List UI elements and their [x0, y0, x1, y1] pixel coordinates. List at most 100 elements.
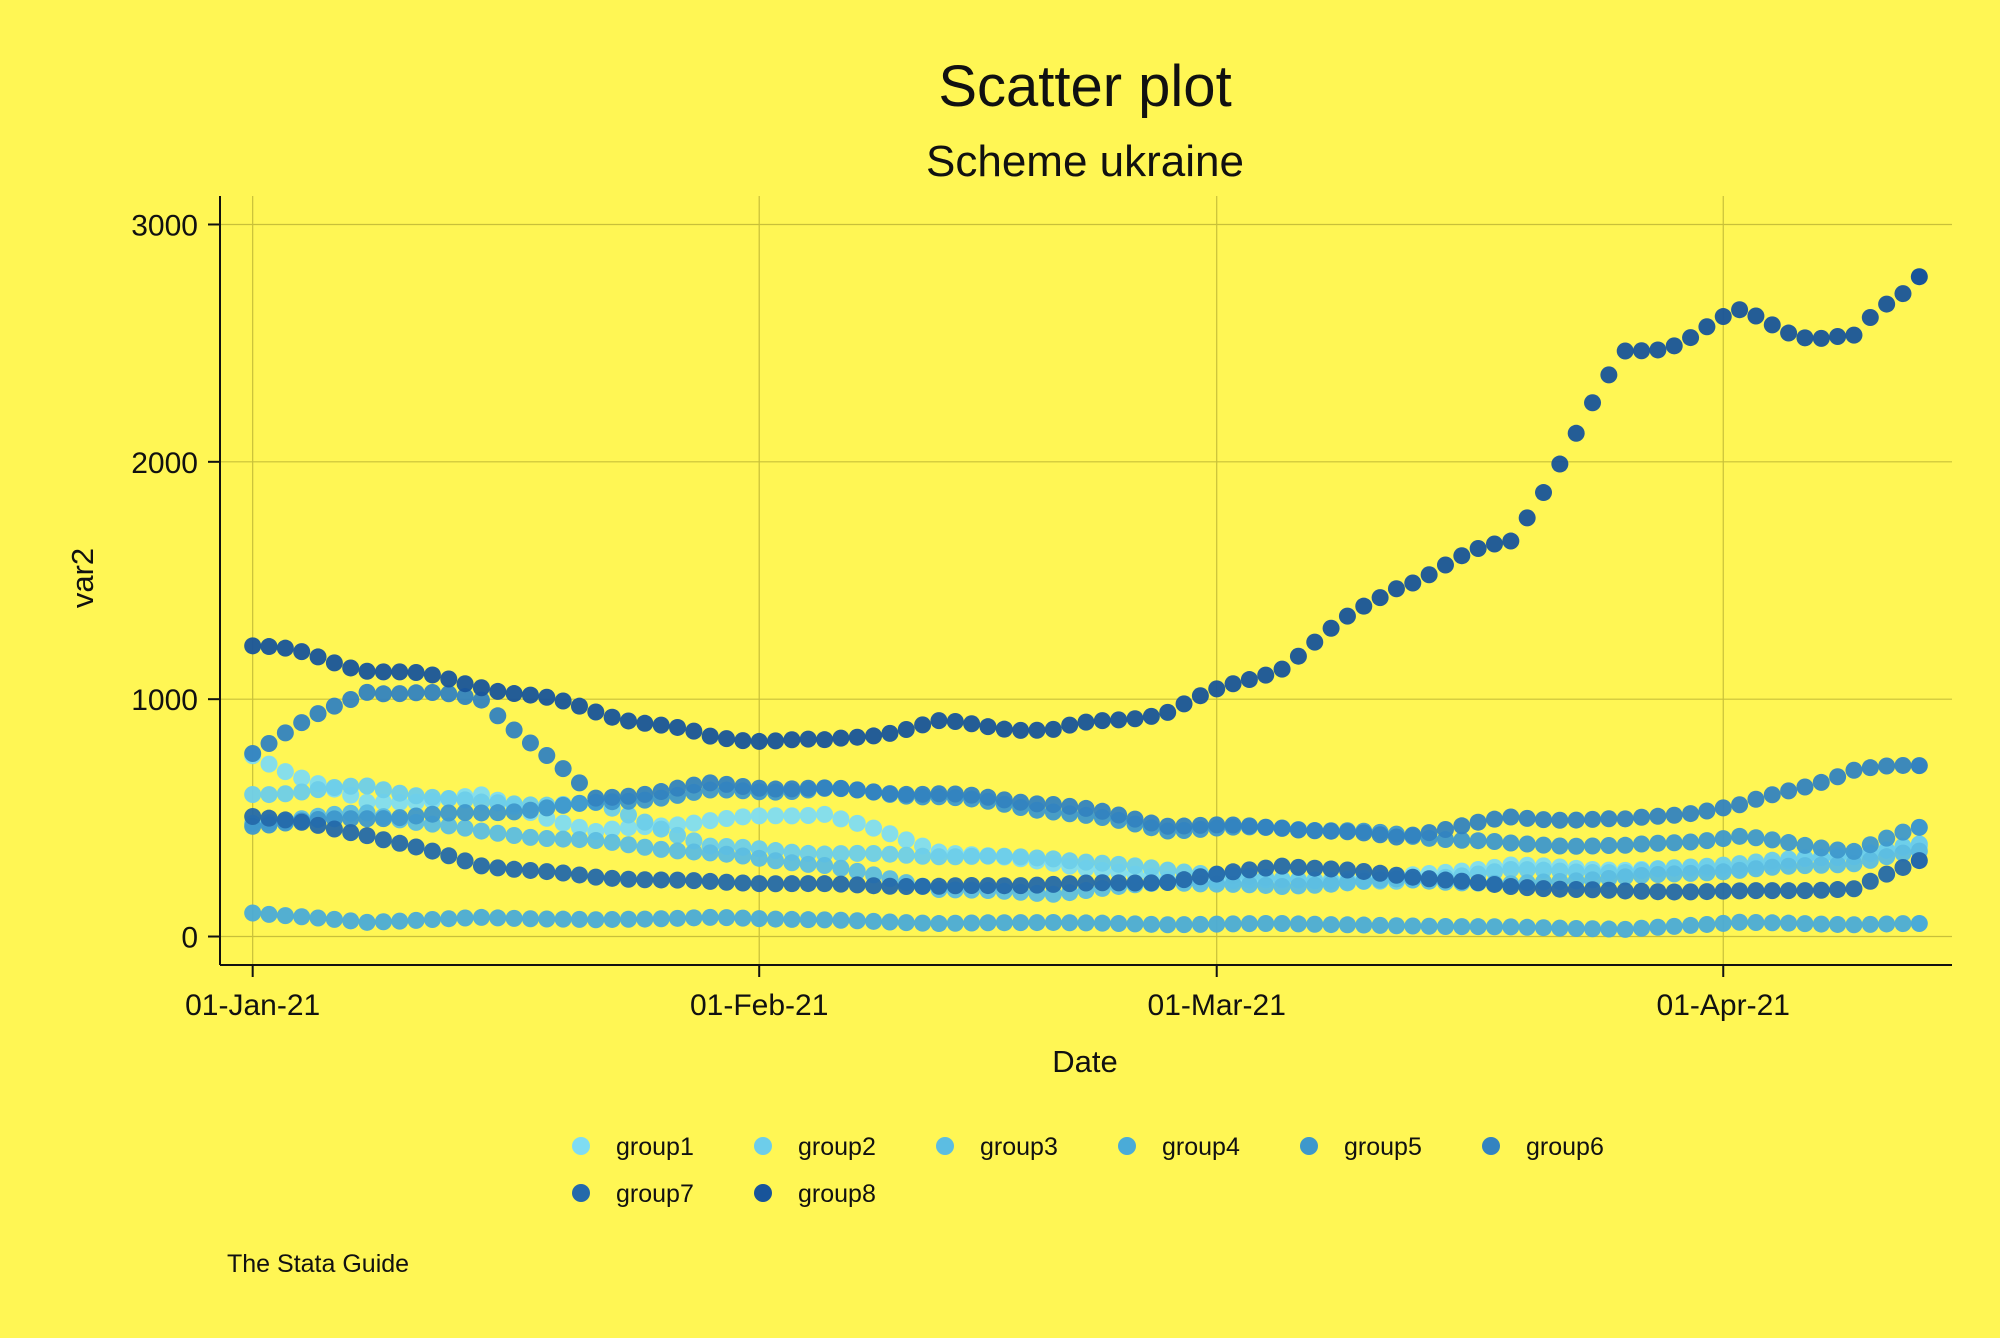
data-point [1878, 915, 1896, 933]
data-point [1616, 810, 1634, 828]
data-point [1763, 786, 1781, 804]
data-point [1142, 859, 1160, 877]
data-point [1012, 914, 1030, 932]
data-points [244, 268, 1928, 938]
data-point [1338, 861, 1356, 879]
data-point [587, 831, 605, 849]
data-point [652, 871, 670, 889]
data-point [799, 855, 817, 873]
data-point [734, 808, 752, 826]
data-point [570, 831, 588, 849]
data-point [995, 877, 1013, 895]
data-point [718, 909, 736, 927]
data-point [1747, 860, 1765, 878]
legend-label: group5 [1344, 1133, 1422, 1161]
data-point [1126, 915, 1144, 933]
data-point [718, 873, 736, 891]
data-point [914, 847, 932, 865]
data-point [701, 908, 719, 926]
data-point [1420, 824, 1438, 842]
data-point [1567, 881, 1585, 899]
data-point [1796, 882, 1814, 900]
data-point [1028, 914, 1046, 932]
data-point [1093, 802, 1111, 820]
y-tick-label: 3000 [131, 209, 198, 242]
data-point [1567, 837, 1585, 855]
data-point [669, 826, 687, 844]
data-point [1665, 883, 1683, 901]
data-point [1878, 757, 1896, 775]
data-point [1012, 848, 1030, 866]
data-point [1436, 820, 1454, 838]
data-point [897, 846, 915, 864]
data-point [1142, 707, 1160, 725]
data-point [1061, 852, 1079, 870]
data-point [1044, 913, 1062, 931]
data-point [946, 877, 964, 895]
data-point [1731, 913, 1749, 931]
data-point [1159, 873, 1177, 891]
legend-marker [572, 1137, 590, 1155]
data-point [325, 654, 343, 672]
data-point [1355, 597, 1373, 615]
data-point [1322, 822, 1340, 840]
data-point [440, 670, 458, 688]
data-point [1567, 811, 1585, 829]
data-point [1453, 817, 1471, 835]
data-point [1306, 859, 1324, 877]
data-point [1485, 918, 1503, 936]
data-point [930, 848, 948, 866]
data-point [538, 688, 556, 706]
data-point [1845, 761, 1863, 779]
data-point [603, 833, 621, 851]
data-point [293, 769, 311, 787]
data-point [1584, 394, 1602, 412]
data-point [1061, 914, 1079, 932]
data-point [636, 871, 654, 889]
data-point [1567, 919, 1585, 937]
data-point [1665, 865, 1683, 883]
data-point [1306, 633, 1324, 651]
data-point [1682, 864, 1700, 882]
data-point [1763, 858, 1781, 876]
data-point [358, 683, 376, 701]
data-point [701, 727, 719, 745]
data-point [832, 729, 850, 747]
data-point [1338, 916, 1356, 934]
data-point [701, 844, 719, 862]
data-point [816, 731, 834, 749]
data-point [1600, 810, 1618, 828]
data-point [1028, 876, 1046, 894]
data-point [1044, 795, 1062, 813]
data-point [325, 779, 343, 797]
data-point [521, 801, 539, 819]
data-point [358, 662, 376, 680]
data-point [472, 908, 490, 926]
data-point [603, 910, 621, 928]
data-point [358, 913, 376, 931]
data-point [979, 914, 997, 932]
data-point [995, 720, 1013, 738]
data-point [391, 784, 409, 802]
legend-marker [572, 1184, 590, 1202]
data-point [407, 807, 425, 825]
data-point [881, 877, 899, 895]
data-point [391, 663, 409, 681]
data-point [1584, 810, 1602, 828]
data-point [456, 819, 474, 837]
data-point [1453, 872, 1471, 890]
data-point [1273, 877, 1291, 895]
chart-note: The Stata Guide [227, 1250, 409, 1278]
data-point [750, 849, 768, 867]
data-point [1845, 855, 1863, 873]
data-point [1322, 875, 1340, 893]
data-point [1061, 716, 1079, 734]
data-point [1240, 671, 1258, 689]
data-point [963, 877, 981, 895]
data-point [685, 722, 703, 740]
data-point [669, 909, 687, 927]
data-point [1355, 862, 1373, 880]
data-point [456, 804, 474, 822]
data-point [1665, 917, 1683, 935]
data-point [1126, 874, 1144, 892]
